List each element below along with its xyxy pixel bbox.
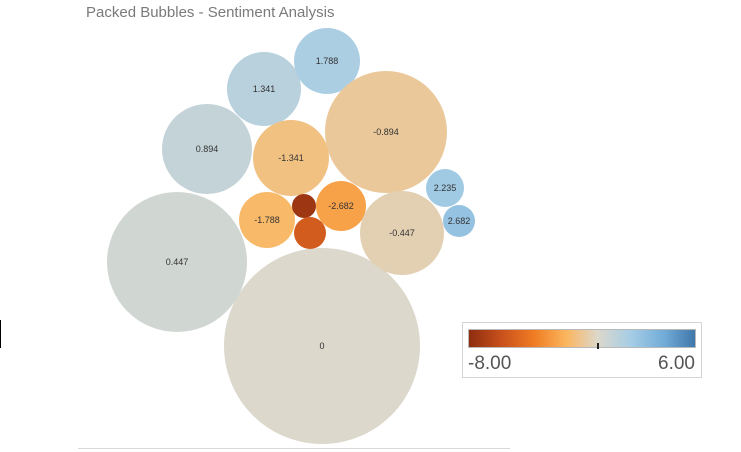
legend-zero-marker	[597, 343, 600, 349]
color-legend: -8.00 6.00	[462, 322, 702, 378]
chart-title: Packed Bubbles - Sentiment Analysis	[86, 4, 335, 21]
bubble-label: -2.682	[328, 201, 354, 211]
legend-min-label: -8.00	[468, 353, 512, 374]
bubble[interactable]	[253, 120, 329, 196]
bubble[interactable]	[224, 248, 420, 444]
bubble[interactable]	[443, 205, 475, 237]
bubble[interactable]	[426, 169, 464, 207]
bubble-label: 2.235	[434, 183, 457, 193]
bubble[interactable]	[325, 71, 447, 193]
legend-gradient-bar	[468, 329, 696, 348]
bubble[interactable]	[294, 28, 360, 94]
bubble-unlabeled[interactable]	[292, 194, 316, 218]
bubble-label: 0	[319, 341, 324, 351]
bubble-label: -1.788	[254, 215, 280, 225]
bubble-label: -1.341	[278, 153, 304, 163]
bubble-label: 0.447	[166, 257, 189, 267]
bubble-unlabeled[interactable]	[294, 217, 326, 249]
bubble[interactable]	[107, 192, 247, 332]
legend-max-label: 6.00	[658, 353, 695, 374]
bubble-label: -0.894	[373, 127, 399, 137]
bubble-label: -0.447	[389, 228, 415, 238]
bubble[interactable]	[360, 191, 444, 275]
bubble[interactable]	[239, 192, 295, 248]
bubble[interactable]	[162, 104, 252, 194]
left-edge-mark	[0, 320, 1, 348]
bubble-label: 2.682	[448, 216, 471, 226]
bubble[interactable]	[316, 181, 366, 231]
bubble-label: 1.788	[316, 56, 339, 66]
baseline-divider	[78, 448, 510, 449]
bubble-label: 1.341	[253, 84, 276, 94]
bubble[interactable]	[227, 52, 301, 126]
bubble-label: 0.894	[196, 144, 219, 154]
